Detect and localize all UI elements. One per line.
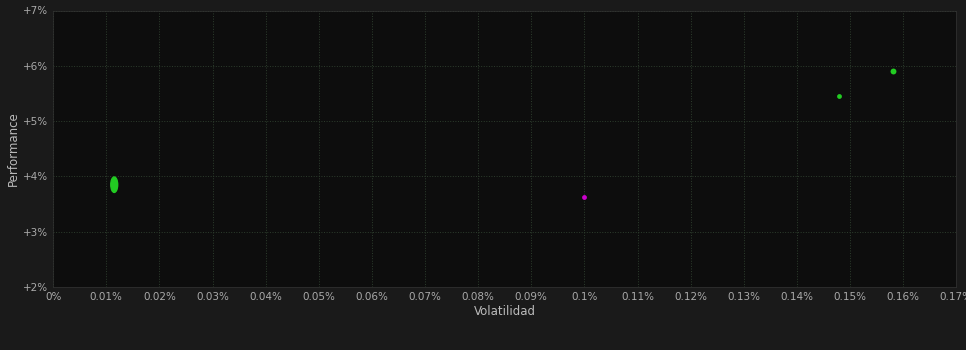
X-axis label: Volatilidad: Volatilidad: [473, 304, 536, 318]
Point: [577, 194, 592, 199]
Point: [832, 93, 847, 99]
Y-axis label: Performance: Performance: [8, 111, 20, 186]
Ellipse shape: [111, 177, 118, 192]
Point: [885, 69, 900, 74]
